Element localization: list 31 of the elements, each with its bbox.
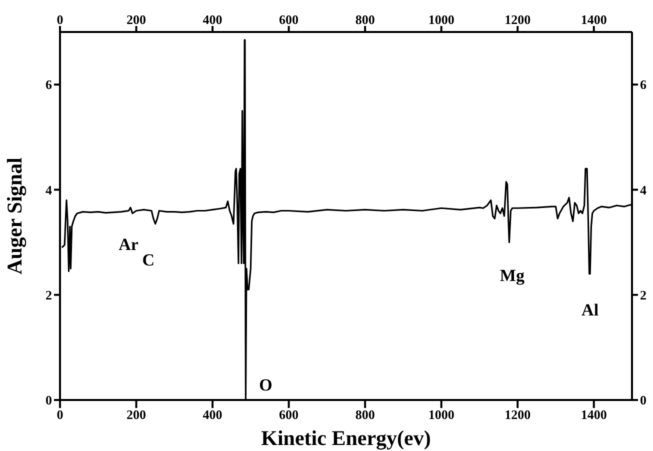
y2-tick-label: 6 bbox=[640, 77, 647, 92]
x-tick-label: 800 bbox=[355, 12, 375, 27]
x-tick-label: 200 bbox=[126, 12, 146, 27]
annotation: Ar bbox=[118, 235, 139, 254]
x-tick-label: 1400 bbox=[580, 12, 607, 27]
annotation: Al bbox=[582, 300, 599, 320]
y-axis-title: Auger Signal bbox=[2, 157, 26, 274]
x2-tick-label: 600 bbox=[279, 407, 299, 422]
annotation: Mg bbox=[500, 266, 525, 285]
x-tick-label: 1200 bbox=[504, 12, 531, 27]
annotation: C bbox=[142, 250, 154, 270]
y-tick-label: 4 bbox=[46, 182, 52, 198]
y2-tick-label: 2 bbox=[640, 287, 646, 302]
y-tick-label: 0 bbox=[46, 392, 52, 408]
y-tick-label: 2 bbox=[46, 287, 52, 302]
x-tick-label: 600 bbox=[279, 12, 299, 27]
annotation: O bbox=[259, 376, 272, 394]
x2-tick-label: 1200 bbox=[504, 407, 531, 422]
x2-tick-label: 0 bbox=[56, 407, 64, 422]
x2-tick-label: 400 bbox=[202, 407, 222, 422]
y-tick-label: 6 bbox=[46, 77, 52, 92]
x-tick-label: 0 bbox=[56, 12, 64, 27]
y2-tick-label: 4 bbox=[640, 182, 647, 198]
x-axis-title: Kinetic Energy(ev) bbox=[261, 426, 431, 450]
x2-tick-label: 200 bbox=[126, 407, 146, 422]
x-tick-label: 1000 bbox=[428, 12, 454, 27]
x-tick-label: 400 bbox=[202, 12, 222, 27]
y2-tick-label: 0 bbox=[640, 392, 646, 408]
x2-tick-label: 1000 bbox=[428, 407, 454, 422]
x2-tick-label: 1400 bbox=[580, 407, 607, 422]
x2-tick-label: 800 bbox=[355, 407, 375, 422]
